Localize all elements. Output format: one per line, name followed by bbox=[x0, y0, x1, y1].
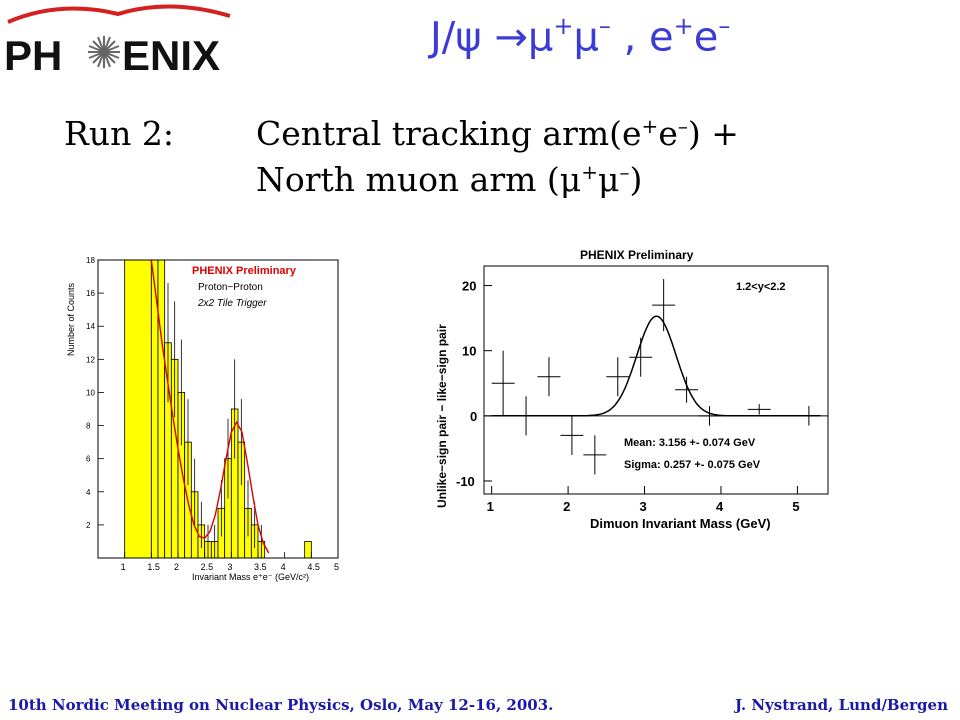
run-text: μ bbox=[598, 160, 620, 199]
dimuon-mass-plot: PHENIX Preliminary 1 2 3 4 5 -10 0 10 20 1.2<y<2… bbox=[430, 246, 850, 536]
title-sup: – bbox=[598, 12, 611, 40]
x-tick-label: 1.5 bbox=[147, 562, 160, 572]
slide-title: J/ψ →μ+μ– , e+e– bbox=[430, 12, 731, 61]
y-tick-label: 6 bbox=[86, 455, 91, 464]
run-line-2: North muon arm (μ+μ–) bbox=[256, 160, 642, 199]
x-tick-label: 3 bbox=[227, 562, 232, 572]
run-sup: + bbox=[581, 160, 598, 184]
histogram-bar bbox=[157, 259, 166, 559]
x-tick-label: 2 bbox=[174, 562, 179, 572]
rapidity-annotation: 1.2<y<2.2 bbox=[736, 281, 786, 293]
chart-title: PHENIX Preliminary bbox=[192, 265, 297, 277]
logo-text-nix: ENIX bbox=[122, 32, 220, 79]
x-tick-label: 3 bbox=[640, 499, 647, 514]
data-point bbox=[629, 337, 653, 377]
run-text: Central tracking arm(e bbox=[256, 114, 642, 153]
logo-text-ph: PH bbox=[4, 32, 62, 79]
x-axis-label: Dimuon Invariant Mass (GeV) bbox=[590, 516, 771, 531]
phenix-logo: PH ENIX bbox=[0, 0, 240, 80]
data-point bbox=[675, 376, 699, 403]
data-point bbox=[491, 350, 515, 416]
gaussian-fit-curve bbox=[491, 315, 821, 417]
y-tick-label: 4 bbox=[86, 488, 91, 497]
run-sup: – bbox=[619, 160, 630, 184]
title-sup: + bbox=[673, 12, 694, 40]
run-text: ) + bbox=[687, 114, 739, 153]
y-tick-label: 10 bbox=[86, 388, 95, 397]
sigma-annotation: Sigma: 0.257 +- 0.075 GeV bbox=[624, 459, 761, 471]
title-part: μ bbox=[573, 14, 599, 61]
x-tick-label: 5 bbox=[334, 562, 339, 572]
y-axis-label: Unlike−sign pair − like−sign pair bbox=[435, 324, 449, 508]
run-text: North muon arm (μ bbox=[256, 160, 582, 199]
title-part: , e bbox=[610, 14, 674, 61]
y-tick-label: 8 bbox=[86, 422, 91, 431]
data-point bbox=[652, 279, 676, 332]
x-axis-label: Invariant Mass e⁺e⁻ (GeV/c²) bbox=[192, 572, 309, 582]
x-tick-label: 2 bbox=[563, 499, 570, 514]
x-tick-label: 4.5 bbox=[307, 562, 320, 572]
x-tick-label: 4 bbox=[281, 562, 286, 572]
histogram-bar bbox=[304, 541, 312, 559]
y-tick-label: 16 bbox=[86, 289, 95, 298]
x-tick-label: 3.5 bbox=[254, 562, 267, 572]
logo-swoosh bbox=[7, 4, 231, 24]
chart-annotation: Proton−Proton bbox=[198, 282, 263, 293]
data-point bbox=[747, 404, 771, 415]
y-tick-label: 14 bbox=[86, 322, 95, 331]
title-part: J/ψ →μ bbox=[430, 14, 554, 61]
logo-star-icon bbox=[88, 36, 120, 68]
x-tick-label: 2.5 bbox=[201, 562, 214, 572]
plot-frame bbox=[97, 259, 339, 559]
run-sup: + bbox=[641, 114, 659, 138]
title-sup: + bbox=[553, 12, 574, 40]
y-axis-label: Number of Counts bbox=[66, 282, 76, 356]
data-point bbox=[606, 357, 630, 397]
fit-curve bbox=[150, 259, 270, 554]
mean-annotation: Mean: 3.156 +- 0.074 GeV bbox=[624, 437, 756, 449]
y-tick-label: 0 bbox=[470, 409, 477, 424]
data-point bbox=[583, 435, 607, 475]
data-point bbox=[537, 357, 561, 397]
y-tick-label: -10 bbox=[456, 474, 475, 489]
run-line-1: Central tracking arm(e+e–) + bbox=[256, 114, 739, 153]
plot-frame bbox=[483, 265, 829, 495]
x-tick-label: 4 bbox=[716, 499, 724, 514]
footer-conference: 10th Nordic Meeting on Nuclear Physics, … bbox=[8, 696, 554, 714]
y-tick-label: 10 bbox=[462, 344, 476, 359]
title-sup: – bbox=[718, 12, 731, 40]
data-point bbox=[698, 406, 721, 426]
run-label: Run 2: bbox=[64, 114, 174, 153]
y-tick-label: 18 bbox=[86, 256, 95, 265]
run-text: e bbox=[658, 114, 678, 153]
title-part: e bbox=[693, 14, 719, 61]
x-tick-label: 5 bbox=[792, 499, 799, 514]
chart-annotation: 2x2 Tile Trigger bbox=[197, 298, 267, 309]
chart-title: PHENIX Preliminary bbox=[580, 248, 694, 262]
data-point bbox=[560, 415, 584, 455]
footer-author: J. Nystrand, Lund/Bergen bbox=[734, 696, 948, 714]
x-tick-label: 1 bbox=[121, 562, 126, 572]
histogram-bar bbox=[124, 259, 152, 559]
y-tick-label: 12 bbox=[86, 355, 95, 364]
run-text: ) bbox=[629, 160, 643, 199]
y-tick-label: 20 bbox=[462, 279, 476, 294]
run-sup: – bbox=[677, 114, 688, 138]
x-tick-label: 1 bbox=[487, 499, 494, 514]
y-tick-label: 2 bbox=[86, 521, 91, 530]
dielectron-histogram: 1 1.5 2 2.5 3 3.5 4 4.5 5 2 4 6 8 10 12 14 16 18 PHENIX P… bbox=[62, 246, 352, 586]
